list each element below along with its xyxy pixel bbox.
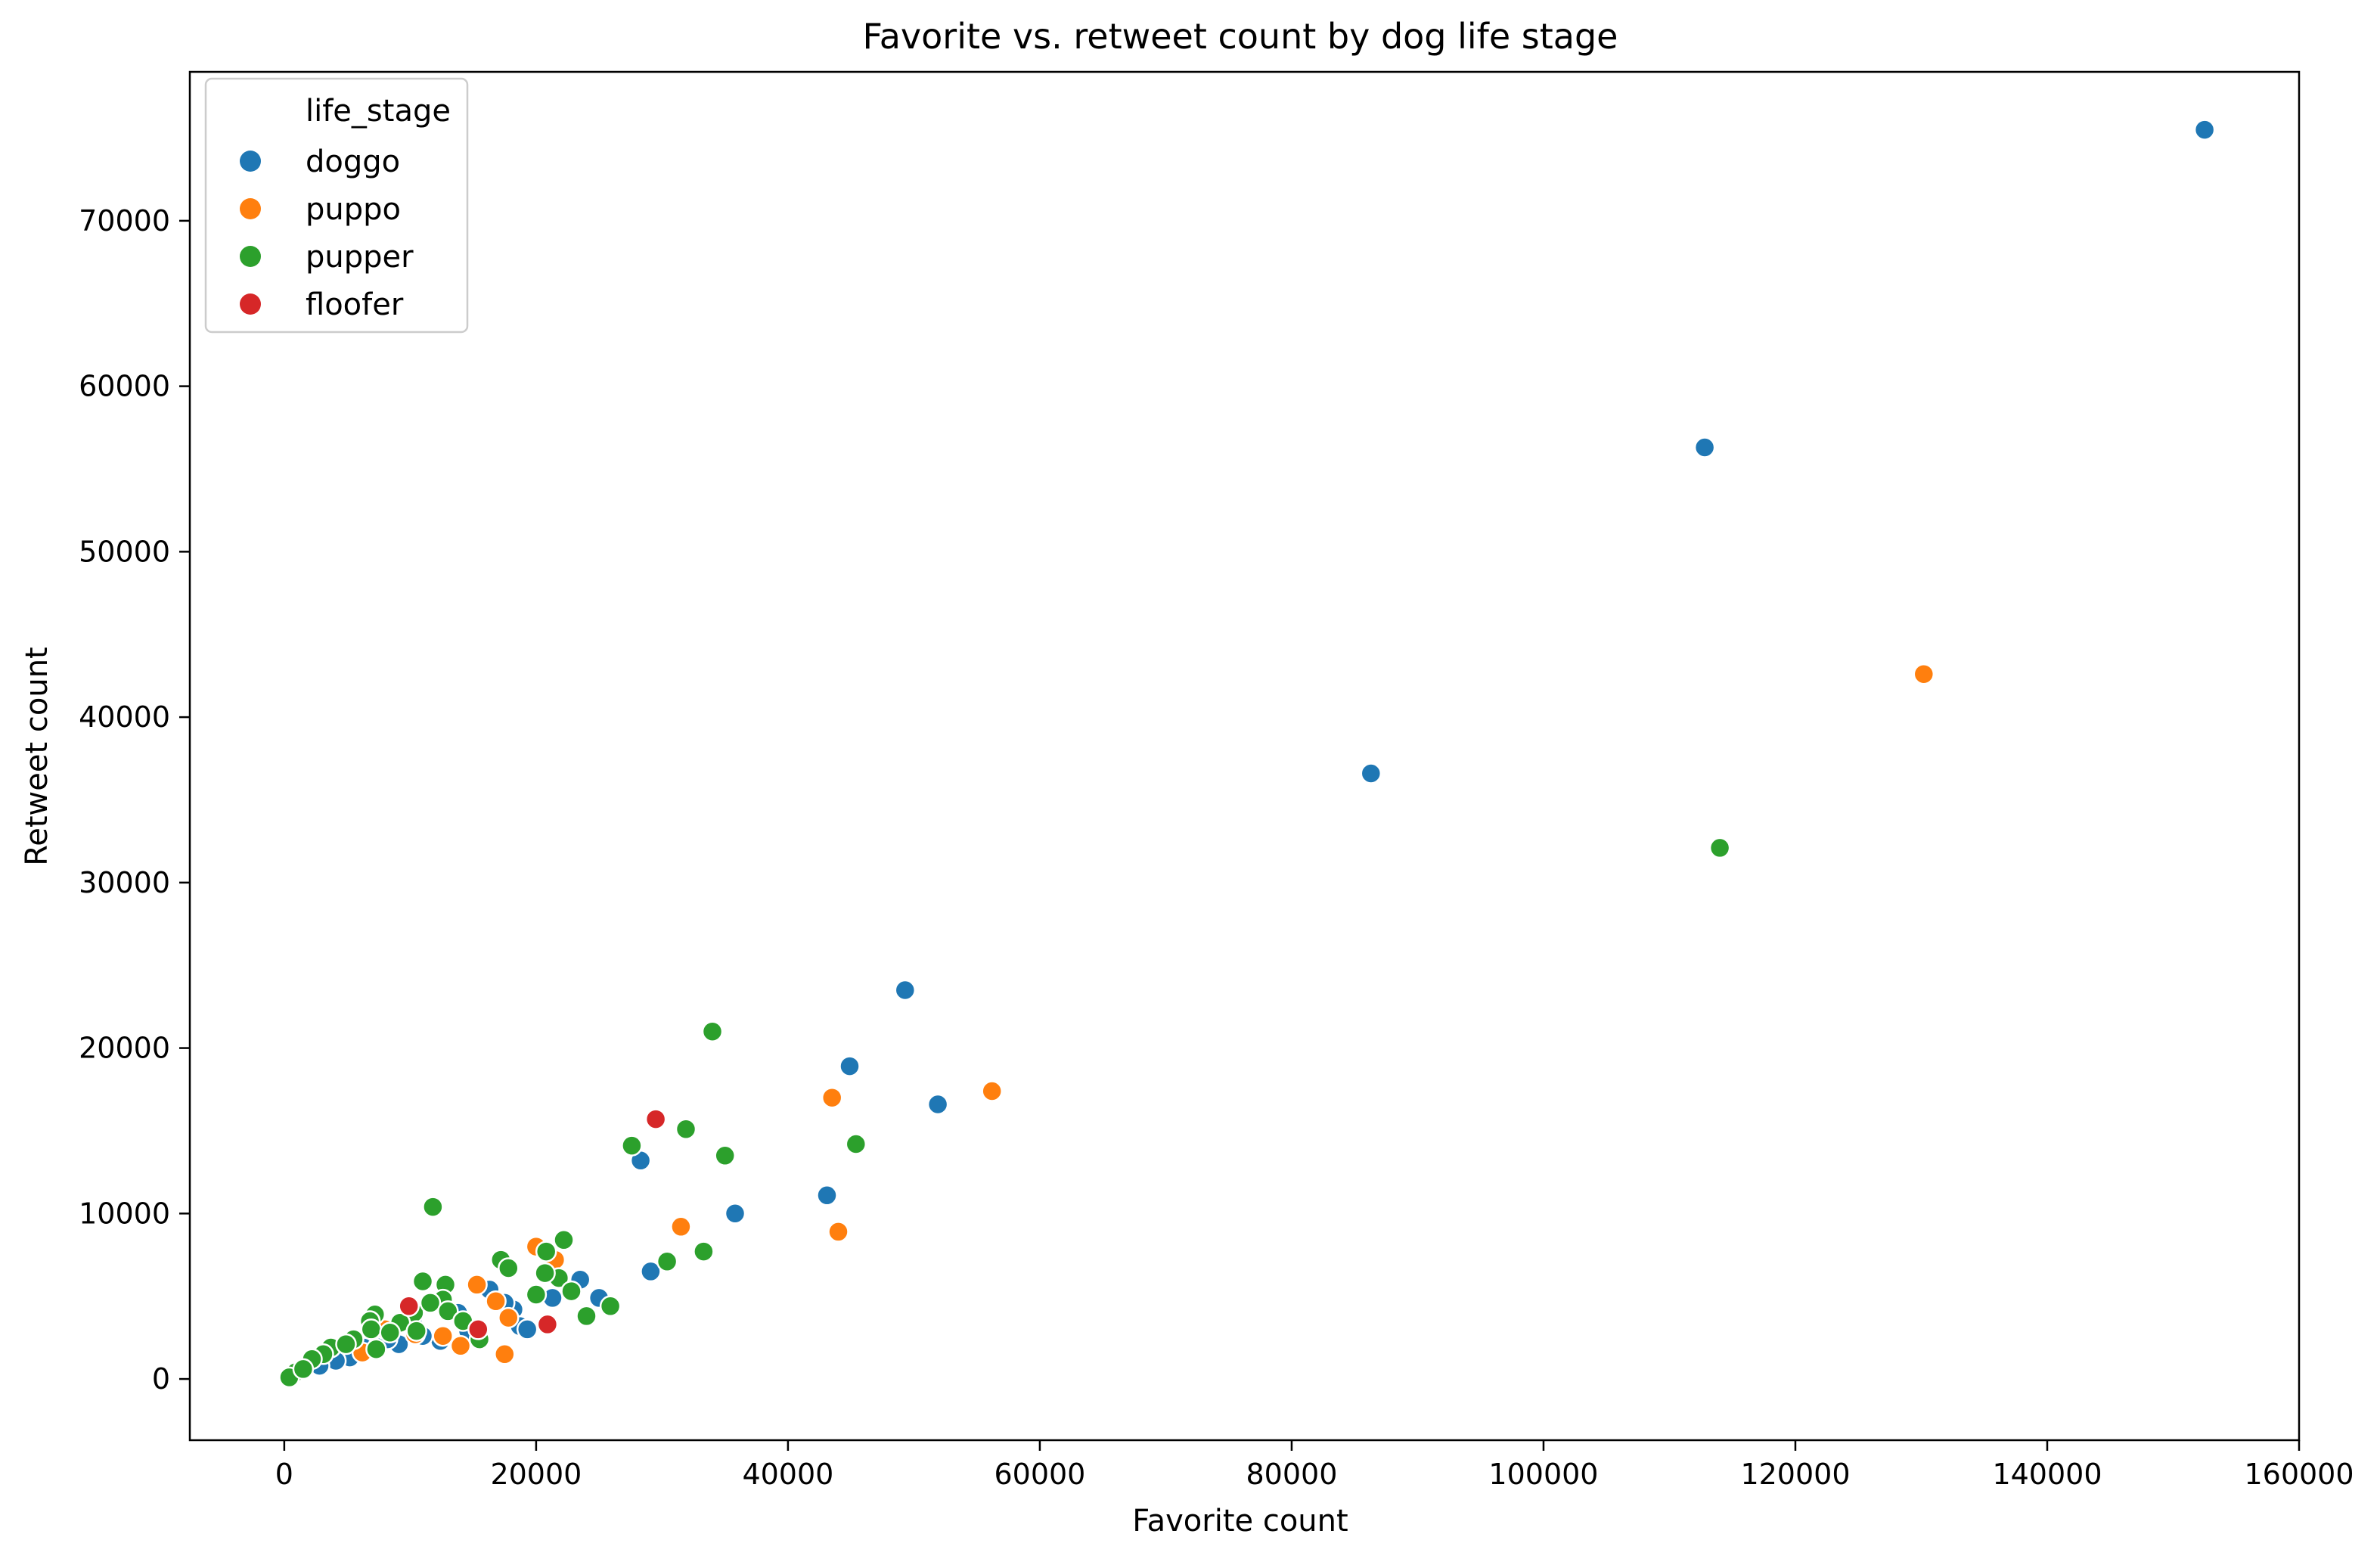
data-point-doggo-5 (926, 1093, 949, 1116)
legend-label-floofer: floofer (306, 287, 404, 322)
data-point-puppo-1 (981, 1080, 1003, 1102)
x-tick-label: 140000 (1992, 1458, 2102, 1491)
x-tick-label: 100000 (1488, 1458, 1598, 1491)
data-point-puppo-8 (466, 1274, 488, 1296)
x-tick-label: 160000 (2244, 1458, 2354, 1491)
data-point-pupper-14 (534, 1262, 556, 1284)
legend-label-puppo: puppo (306, 192, 401, 227)
data-point-pupper-1 (701, 1020, 724, 1042)
x-axis-label: Favorite count (1132, 1504, 1348, 1539)
y-tick-label: 70000 (79, 204, 170, 238)
data-point-puppo-7 (485, 1290, 507, 1312)
y-tick-label: 60000 (79, 370, 170, 403)
legend-label-doggo: doggo (306, 144, 400, 179)
data-point-floofer-1 (536, 1313, 559, 1336)
y-tick-label: 20000 (79, 1032, 170, 1065)
y-tick-label: 40000 (79, 700, 170, 734)
data-point-puppo-10 (498, 1306, 520, 1329)
data-point-pupper-0 (1708, 837, 1731, 859)
data-point-doggo-8 (724, 1203, 746, 1225)
data-point-pupper-5 (714, 1144, 736, 1167)
data-point-puppo-2 (821, 1086, 843, 1109)
x-tick-label: 20000 (490, 1458, 582, 1491)
series-puppo (351, 663, 1935, 1365)
data-point-doggo-1 (1693, 436, 1716, 458)
data-point-pupper-40 (335, 1333, 357, 1355)
data-point-puppo-15 (432, 1324, 454, 1347)
series-pupper (278, 837, 1731, 1389)
data-point-puppo-3 (670, 1216, 692, 1238)
data-point-pupper-24 (419, 1292, 442, 1314)
y-tick-label: 0 (152, 1362, 170, 1396)
data-point-doggo-7 (816, 1185, 838, 1206)
data-point-pupper-2 (845, 1133, 867, 1155)
series-doggo (309, 119, 2216, 1377)
data-point-pupper-17 (599, 1295, 622, 1318)
data-point-pupper-4 (675, 1118, 697, 1141)
data-point-pupper-3 (621, 1135, 643, 1157)
data-point-pupper-28 (360, 1318, 383, 1340)
data-point-pupper-9 (535, 1241, 557, 1262)
data-point-floofer-3 (398, 1295, 420, 1318)
x-tick-label: 40000 (742, 1458, 833, 1491)
data-point-floofer-0 (644, 1108, 667, 1130)
legend-box (204, 77, 469, 334)
plot-frame (188, 70, 2301, 1442)
data-point-puppo-4 (827, 1221, 849, 1243)
legend-marker-pupper (240, 246, 261, 267)
points-layer (278, 119, 2216, 1389)
data-point-pupper-20 (411, 1270, 434, 1293)
data-point-puppo-0 (1913, 663, 1935, 685)
x-tick-label: 60000 (994, 1458, 1085, 1491)
x-tick-label: 120000 (1740, 1458, 1850, 1491)
y-axis-label: Retweet count (20, 647, 54, 865)
data-point-puppo-11 (449, 1335, 472, 1357)
series-floofer (398, 1108, 667, 1340)
data-point-pupper-6 (422, 1196, 444, 1218)
data-point-pupper-7 (553, 1229, 575, 1251)
data-point-puppo-9 (494, 1343, 516, 1365)
legend-title: life_stage (306, 94, 451, 129)
x-tick-label: 0 (275, 1458, 293, 1491)
data-point-pupper-38 (437, 1300, 459, 1322)
data-point-pupper-18 (576, 1305, 597, 1327)
data-point-pupper-12 (656, 1250, 678, 1273)
data-point-pupper-16 (525, 1284, 548, 1306)
data-point-pupper-41 (405, 1320, 427, 1342)
legend-marker-doggo (240, 151, 261, 172)
data-point-doggo-4 (839, 1055, 861, 1077)
data-point-pupper-15 (560, 1280, 582, 1303)
chart-title: Favorite vs. retweet count by dog life s… (863, 16, 1618, 57)
data-point-pupper-29 (365, 1338, 387, 1360)
legend-marker-floofer (240, 293, 261, 315)
data-point-doggo-3 (894, 979, 917, 1001)
y-tick-label: 50000 (79, 535, 170, 568)
data-point-pupper-8 (693, 1241, 715, 1262)
y-tick-label: 10000 (79, 1197, 170, 1230)
data-point-doggo-2 (1360, 762, 1382, 784)
x-tick-label: 80000 (1246, 1458, 1337, 1491)
data-point-doggo-0 (2193, 119, 2216, 141)
data-point-pupper-11 (498, 1257, 520, 1279)
axes-layer: 0 20000 40000 60000 80000 100000 120000 140000 1… (79, 70, 2354, 1491)
data-point-doggo-27 (516, 1318, 538, 1340)
data-point-doggo-9 (640, 1260, 662, 1283)
data-point-pupper-37 (379, 1321, 401, 1344)
data-point-floofer-2 (467, 1318, 489, 1340)
legend-label-pupper: pupper (306, 240, 414, 275)
y-tick-label: 30000 (79, 866, 170, 899)
data-point-pupper-36 (292, 1358, 315, 1380)
legend-marker-puppo (240, 198, 261, 219)
